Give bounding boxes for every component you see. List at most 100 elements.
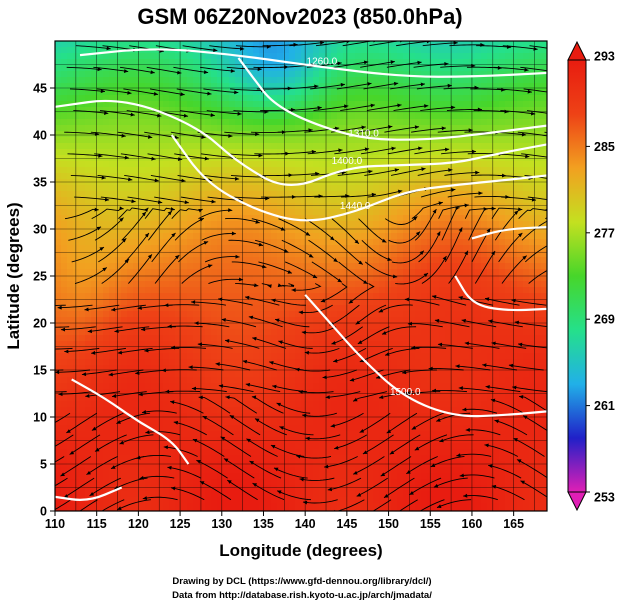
streamline [231, 261, 267, 268]
streamline-arrow [404, 297, 409, 302]
streamline-arrow [167, 210, 172, 216]
streamline-arrow [305, 436, 310, 441]
streamline-arrow [361, 125, 366, 130]
streamline [86, 456, 118, 475]
streamline-arrow [240, 46, 245, 51]
streamline [456, 453, 492, 457]
streamline [484, 297, 520, 306]
streamline-arrow [459, 473, 464, 478]
contour-line-1 [237, 57, 547, 141]
wind-streamlines [55, 41, 547, 511]
streamline [422, 42, 458, 47]
streamline [141, 410, 177, 414]
streamline [488, 464, 522, 479]
streamline [63, 477, 95, 499]
streamline [233, 110, 269, 113]
streamline-arrow [471, 63, 476, 68]
streamline [342, 41, 375, 47]
streamline [228, 239, 264, 246]
streamline-arrow [508, 363, 514, 368]
streamline [414, 434, 448, 451]
streamline-arrow [191, 386, 196, 391]
streamline-arrow [225, 395, 230, 400]
streamline-arrow [119, 440, 124, 445]
streamline [407, 323, 443, 328]
streamline [298, 304, 333, 314]
streamline-arrow [211, 199, 216, 204]
streamline-arrow [167, 465, 172, 470]
streamline-arrow [431, 388, 437, 393]
streamline [69, 88, 105, 93]
streamline [381, 326, 417, 335]
streamline-arrow [320, 298, 326, 303]
streamline-arrow [218, 297, 223, 302]
streamline-arrow [378, 308, 384, 313]
streamline [57, 304, 93, 309]
streamline [254, 418, 287, 436]
streamline-arrow [304, 350, 310, 355]
streamline-arrow [354, 239, 359, 244]
streamline-arrow [450, 105, 456, 110]
streamline-arrow [261, 264, 267, 269]
streamline-arrow [258, 242, 264, 247]
streamline [252, 482, 285, 501]
streamline-arrow [215, 362, 220, 367]
streamline-arrow [161, 368, 166, 373]
streamline [203, 88, 239, 94]
streamline [523, 88, 547, 93]
streamline-arrow [381, 238, 387, 243]
streamline [150, 174, 186, 182]
streamline [84, 304, 120, 311]
streamline-arrow [527, 89, 532, 94]
streamline-arrow [183, 113, 189, 118]
streamline [202, 415, 234, 436]
streamline-arrow [511, 298, 516, 303]
streamline [494, 419, 528, 436]
streamline-arrow [444, 147, 450, 152]
streamline [441, 151, 477, 155]
streamline-arrow [471, 149, 477, 154]
streamline [55, 369, 91, 373]
streamline-arrow [221, 317, 226, 322]
x-tick-label: 150 [378, 517, 399, 531]
streamline [511, 299, 547, 306]
streamline-arrow [348, 299, 354, 304]
streamline-arrow [97, 67, 102, 72]
contour-label: 1440.0 [340, 201, 371, 212]
streamline-arrow [302, 413, 307, 418]
streamline-arrow [298, 310, 303, 315]
streamline [111, 304, 146, 311]
streamline [147, 153, 183, 161]
streamline [246, 438, 278, 457]
streamline-arrow [63, 494, 69, 498]
streamline [218, 385, 254, 393]
streamline [411, 346, 447, 349]
streamline [502, 45, 538, 50]
streamline [91, 412, 124, 431]
streamline-arrow [362, 450, 368, 454]
streamline [278, 218, 311, 236]
streamline [55, 412, 71, 424]
streamline [55, 304, 66, 306]
streamline-arrow [220, 436, 226, 441]
streamline [281, 239, 314, 258]
streamline [197, 343, 233, 349]
streamline [526, 110, 547, 114]
streamline-arrow [394, 168, 399, 173]
streamline [127, 196, 163, 204]
streamline-arrow [252, 336, 257, 341]
contour-label: 1310.0 [348, 129, 379, 140]
streamline [69, 434, 101, 455]
streamline-arrow [417, 60, 422, 65]
streamline-arrow [157, 113, 162, 118]
streamline [119, 66, 155, 74]
streamline [337, 170, 373, 176]
contour-line-8 [55, 486, 123, 501]
streamline-arrow [334, 445, 339, 450]
streamline [490, 399, 524, 414]
streamline-arrow [127, 90, 132, 95]
streamline [329, 304, 360, 326]
y-tick-label: 40 [33, 129, 47, 143]
streamline-arrow [356, 492, 362, 497]
streamline [93, 66, 129, 72]
